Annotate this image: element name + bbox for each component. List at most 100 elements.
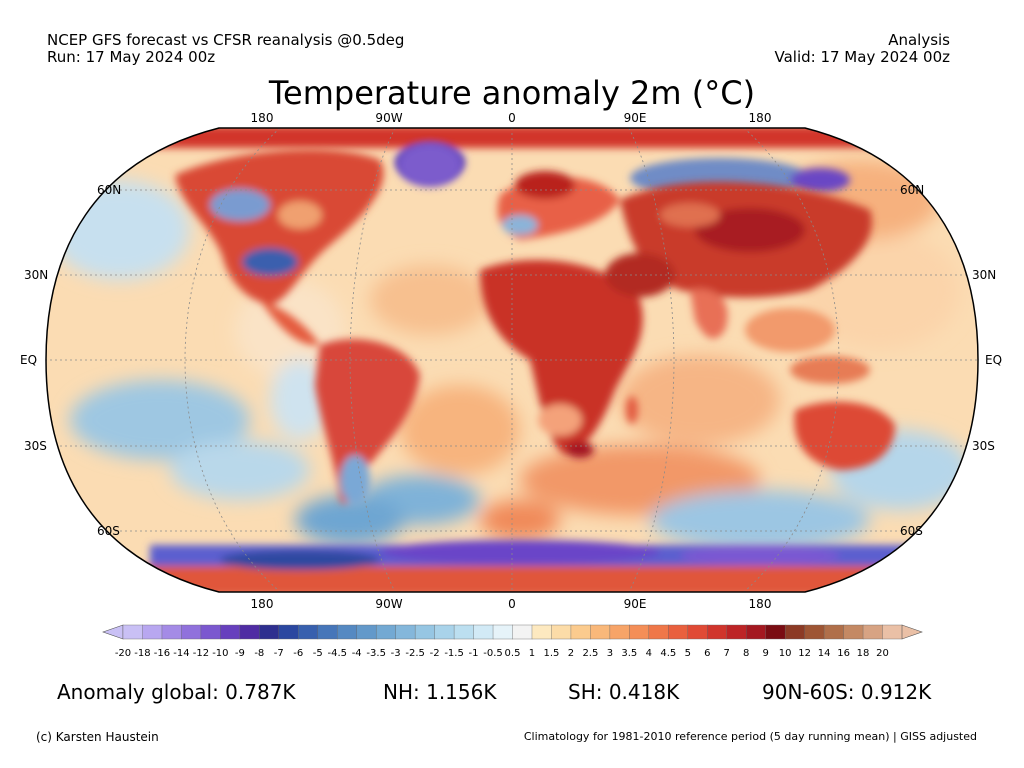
lat-label-left-60s: 60S bbox=[97, 524, 120, 538]
colorbar-cell bbox=[843, 624, 864, 640]
colorbar-cell bbox=[220, 624, 241, 640]
colorbar-tick-label: -2.5 bbox=[405, 648, 425, 659]
colorbar-cell bbox=[784, 624, 806, 640]
colorbar-cell bbox=[453, 624, 475, 640]
colorbar-tick-label: -1 bbox=[469, 648, 479, 659]
colorbar-cell bbox=[122, 624, 143, 640]
colorbar-cell bbox=[278, 624, 299, 640]
lat-label-right-eq: EQ bbox=[985, 353, 1003, 367]
colorbar-cell bbox=[356, 624, 377, 640]
analysis-label: Analysis bbox=[888, 31, 950, 49]
colorbar-tick-label: -18 bbox=[134, 648, 150, 659]
valid-date: Valid: 17 May 2024 00z bbox=[774, 48, 950, 66]
colorbar-tick-label: 12 bbox=[798, 648, 811, 659]
colorbar-cell bbox=[551, 624, 572, 640]
colorbar-tick-label: 16 bbox=[837, 648, 850, 659]
colorbar-tick-label: 7 bbox=[724, 648, 730, 659]
colorbar-tick-label: 2 bbox=[568, 648, 574, 659]
colorbar-tick-label: -14 bbox=[173, 648, 189, 659]
colorbar-tick-label: 18 bbox=[857, 648, 870, 659]
colorbar-tick-label: -12 bbox=[193, 648, 209, 659]
lat-label-left-30s: 30S bbox=[24, 439, 47, 453]
colorbar-tick-label: -4 bbox=[352, 648, 362, 659]
stat-sh: SH: 0.418K bbox=[568, 680, 680, 704]
colorbar-cell bbox=[726, 624, 747, 640]
colorbar-cell bbox=[590, 624, 611, 640]
colorbar-tick-label: 2.5 bbox=[582, 648, 598, 659]
lon-label-top-180w: 180 bbox=[250, 111, 274, 125]
colorbar-cell bbox=[512, 624, 533, 640]
lat-label-right-30s: 30S bbox=[972, 439, 995, 453]
colorbar-tick-label: 8 bbox=[743, 648, 749, 659]
colorbar-cell bbox=[200, 624, 221, 640]
graticule bbox=[46, 128, 978, 592]
colorbar-cell bbox=[765, 624, 786, 640]
colorbar-tick-label: 0.5 bbox=[505, 648, 521, 659]
colorbar-tick-label: 4 bbox=[646, 648, 652, 659]
colorbar-cell bbox=[570, 624, 591, 640]
colorbar-cell bbox=[882, 624, 903, 640]
lon-label-bottom-90w: 90W bbox=[375, 597, 403, 611]
colorbar-tick-label: 1.5 bbox=[543, 648, 559, 659]
colorbar-cell bbox=[434, 624, 455, 640]
colorbar-tick-label: -4.5 bbox=[327, 648, 347, 659]
stat-nh: NH: 1.156K bbox=[383, 680, 497, 704]
colorbar-cell bbox=[746, 624, 767, 640]
colorbar-extend-max bbox=[901, 624, 923, 640]
run-info-model: NCEP GFS forecast vs CFSR reanalysis @0.… bbox=[47, 31, 405, 49]
lon-label-top-90w: 90W bbox=[375, 111, 403, 125]
stat-arctic: 90N-60S: 0.912K bbox=[762, 680, 932, 704]
colorbar-tick-label: -10 bbox=[212, 648, 228, 659]
lon-label-bottom-180e: 180 bbox=[748, 597, 772, 611]
colorbar-tick-label: 10 bbox=[779, 648, 792, 659]
colorbar-tick-label: 1 bbox=[529, 648, 535, 659]
colorbar-tick-label: -16 bbox=[154, 648, 170, 659]
colorbar-cell bbox=[181, 624, 202, 640]
colorbar-cell bbox=[259, 624, 280, 640]
colorbar-cell bbox=[414, 624, 436, 640]
colorbar-tick-label: -20 bbox=[115, 648, 131, 659]
lat-label-right-60s: 60S bbox=[900, 524, 923, 538]
colorbar-extend-min bbox=[102, 624, 124, 640]
lon-label-top-90e: 90E bbox=[623, 111, 647, 125]
lat-label-right-60n: 60N bbox=[900, 183, 925, 197]
globe-fill bbox=[46, 128, 978, 592]
colorbar-tick-label: 4.5 bbox=[660, 648, 676, 659]
colorbar-tick-label: -1.5 bbox=[444, 648, 464, 659]
map-title: Temperature anomaly 2m (°C) bbox=[268, 74, 756, 112]
colorbar-tick-label: -3.5 bbox=[366, 648, 386, 659]
colorbar-cell bbox=[687, 624, 708, 640]
lon-label-bottom-90e: 90E bbox=[623, 597, 647, 611]
lat-label-right-30n: 30N bbox=[972, 268, 997, 282]
lon-label-bottom-180w: 180 bbox=[250, 597, 274, 611]
run-info-date: Run: 17 May 2024 00z bbox=[47, 48, 216, 66]
colorbar-cell bbox=[395, 624, 416, 640]
colorbar-cell bbox=[375, 624, 397, 640]
lat-label-left-60n: 60N bbox=[97, 183, 122, 197]
stat-global: Anomaly global: 0.787K bbox=[57, 680, 296, 704]
climatology-note: Climatology for 1981-2010 reference peri… bbox=[523, 730, 977, 743]
colorbar-tick-label: 3.5 bbox=[621, 648, 637, 659]
colorbar-cell bbox=[492, 624, 514, 640]
colorbar-cell bbox=[648, 624, 669, 640]
colorbar-cell bbox=[804, 624, 825, 640]
colorbar-cell bbox=[142, 624, 163, 640]
colorbar-cell bbox=[337, 624, 358, 640]
colorbar-tick-label: -2 bbox=[430, 648, 440, 659]
lat-label-left-eq: EQ bbox=[20, 353, 38, 367]
colorbar-cell bbox=[707, 624, 728, 640]
colorbar-tick-label: -0.5 bbox=[483, 648, 503, 659]
colorbar-cell bbox=[239, 624, 260, 640]
colorbar-cell bbox=[298, 624, 319, 640]
lon-label-top-0: 0 bbox=[508, 111, 516, 125]
colorbar-tick-label: 20 bbox=[876, 648, 889, 659]
colorbar-cell bbox=[629, 624, 650, 640]
colorbar-tick-label: -7 bbox=[274, 648, 284, 659]
colorbar: -20 -18 -16 -14 -12 -10 -9 -8 -7 -6 -5 -4.5 -4 -3.5 -3… bbox=[102, 624, 923, 659]
colorbar-cell bbox=[317, 624, 338, 640]
colorbar-cell bbox=[473, 624, 494, 640]
colorbar-cell bbox=[161, 624, 182, 640]
colorbar-tick-label: -6 bbox=[293, 648, 303, 659]
lat-label-left-30n: 30N bbox=[24, 268, 49, 282]
